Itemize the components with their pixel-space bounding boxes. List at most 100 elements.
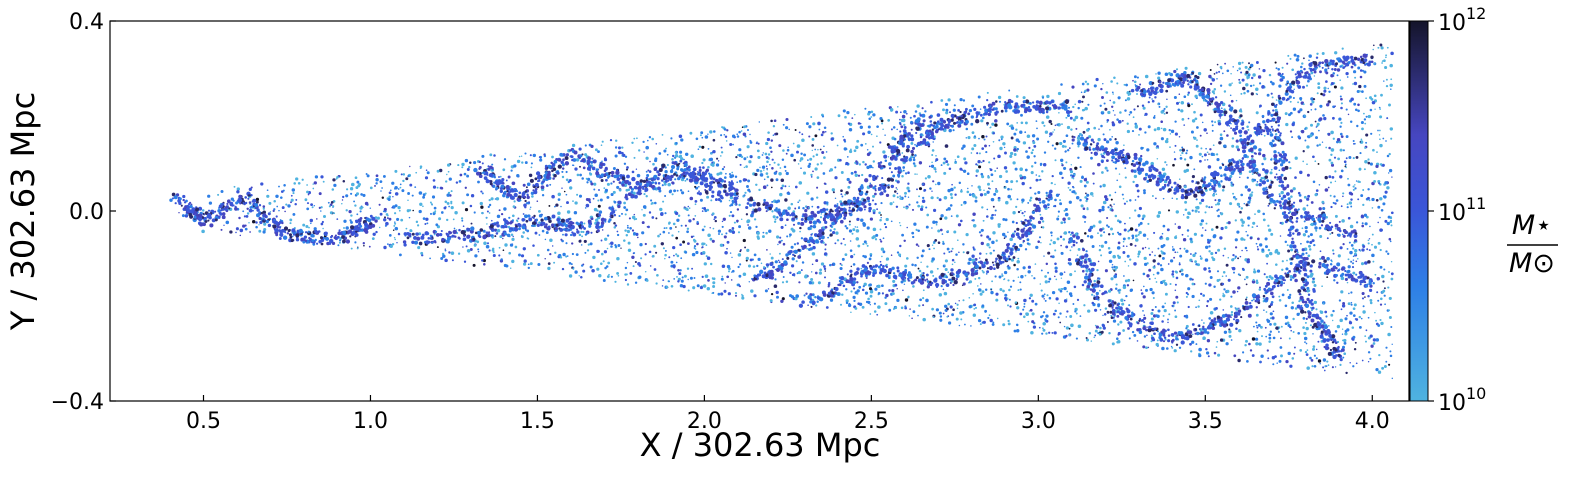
galaxy-point xyxy=(926,265,929,268)
galaxy-point xyxy=(1391,176,1393,178)
galaxy-point xyxy=(846,177,850,182)
galaxy-point xyxy=(417,246,421,250)
galaxy-point xyxy=(408,216,411,219)
galaxy-point xyxy=(755,225,758,229)
galaxy-point xyxy=(1108,251,1112,255)
galaxy-point xyxy=(1217,208,1220,211)
galaxy-point xyxy=(1215,153,1219,156)
galaxy-point xyxy=(636,236,639,239)
galaxy-point xyxy=(341,199,344,201)
galaxy-point xyxy=(1060,83,1063,86)
galaxy-point xyxy=(1136,105,1139,108)
galaxy-point xyxy=(1313,364,1317,368)
galaxy-point xyxy=(873,310,877,313)
galaxy-point xyxy=(929,270,934,274)
galaxy-point xyxy=(672,264,676,269)
galaxy-point xyxy=(1083,304,1086,307)
galaxy-point xyxy=(1312,277,1315,281)
galaxy-point xyxy=(856,139,860,143)
galaxy-point xyxy=(896,128,898,131)
galaxy-point xyxy=(1110,198,1113,201)
galaxy-point xyxy=(320,210,322,212)
galaxy-point xyxy=(1055,297,1059,301)
galaxy-point xyxy=(1293,346,1296,349)
galaxy-point xyxy=(736,219,739,223)
galaxy-point xyxy=(1270,113,1274,117)
galaxy-point xyxy=(784,224,787,227)
galaxy-point xyxy=(1183,124,1186,126)
galaxy-point xyxy=(1231,137,1235,140)
galaxy-point xyxy=(1175,295,1179,299)
galaxy-point xyxy=(748,264,751,268)
galaxy-point xyxy=(1330,130,1334,135)
galaxy-point xyxy=(260,182,264,186)
galaxy-point xyxy=(332,205,335,208)
galaxy-point xyxy=(1312,345,1316,348)
galaxy-point xyxy=(936,267,939,270)
galaxy-point xyxy=(854,226,856,228)
galaxy-point xyxy=(1071,246,1073,248)
galaxy-point xyxy=(1029,186,1032,189)
galaxy-point xyxy=(1157,175,1159,177)
galaxy-point xyxy=(1267,357,1270,360)
galaxy-point xyxy=(1041,170,1044,173)
galaxy-point xyxy=(861,305,865,309)
galaxy-point xyxy=(975,169,980,173)
galaxy-point xyxy=(992,205,995,208)
galaxy-point xyxy=(625,208,629,212)
galaxy-point xyxy=(1063,325,1066,328)
galaxy-point xyxy=(986,91,989,94)
galaxy-point xyxy=(799,159,802,162)
galaxy-point xyxy=(1260,354,1264,358)
galaxy-point xyxy=(313,204,316,207)
galaxy-point xyxy=(1024,168,1028,172)
galaxy-point xyxy=(578,194,583,198)
galaxy-point xyxy=(485,217,488,219)
galaxy-point xyxy=(769,253,771,255)
galaxy-point xyxy=(1038,236,1042,239)
galaxy-point xyxy=(1135,183,1139,188)
galaxy-point xyxy=(682,240,686,244)
galaxy-point xyxy=(780,270,784,273)
galaxy-point xyxy=(1093,336,1096,339)
galaxy-point xyxy=(829,263,832,267)
galaxy-point xyxy=(1308,54,1312,58)
galaxy-point xyxy=(1362,189,1365,191)
galaxy-point xyxy=(1031,320,1035,324)
galaxy-point xyxy=(349,187,354,191)
galaxy-point xyxy=(723,134,726,136)
galaxy-point xyxy=(645,156,649,160)
galaxy-point xyxy=(633,137,636,140)
galaxy-point xyxy=(1252,84,1255,87)
galaxy-point xyxy=(1063,271,1066,273)
galaxy-point xyxy=(810,173,813,177)
galaxy-point xyxy=(1365,329,1368,332)
galaxy-point xyxy=(1284,112,1288,116)
galaxy-point xyxy=(915,228,918,231)
galaxy-point xyxy=(1364,335,1367,337)
galaxy-point xyxy=(440,186,444,190)
galaxy-point xyxy=(1205,347,1208,351)
galaxy-point xyxy=(862,285,865,288)
galaxy-point xyxy=(1132,116,1135,119)
galaxy-point xyxy=(1255,92,1258,95)
galaxy-point xyxy=(1255,324,1258,327)
galaxy-point xyxy=(1072,177,1075,180)
galaxy-point xyxy=(1104,269,1108,273)
galaxy-point xyxy=(1360,194,1364,198)
galaxy-point xyxy=(740,130,743,132)
galaxy-point xyxy=(491,219,493,222)
galaxy-point xyxy=(918,187,923,191)
galaxy-point xyxy=(714,219,717,223)
galaxy-point xyxy=(709,262,713,266)
galaxy-point xyxy=(902,289,904,292)
galaxy-point xyxy=(1349,224,1354,229)
galaxy-point xyxy=(1289,111,1293,115)
galaxy-point xyxy=(631,215,636,220)
galaxy-point xyxy=(642,205,647,209)
galaxy-point xyxy=(1041,121,1045,125)
galaxy-point xyxy=(865,242,868,245)
galaxy-point xyxy=(917,204,921,208)
galaxy-point xyxy=(1377,324,1381,327)
galaxy-point xyxy=(1354,142,1356,145)
